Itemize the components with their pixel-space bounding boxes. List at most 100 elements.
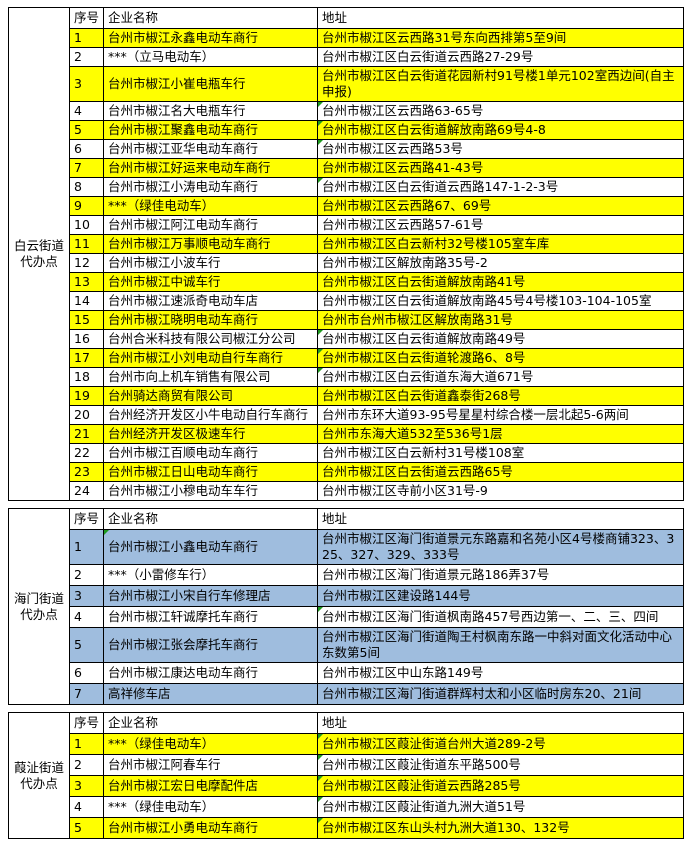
table-row: 4 ***（绿佳电动车） 台州市椒江区葭沚街道九洲大道51号: [9, 796, 684, 818]
cell-name: 台州市椒江百顺电动车商行: [103, 443, 318, 463]
cell-addr: 台州市椒江区葭沚街道东平路500号: [317, 754, 684, 776]
table-row: 1 台州市椒江永鑫电动车商行 台州市椒江区云西路31号东向西排第5至9间: [9, 28, 684, 48]
table-row: 4 台州市椒江名大电瓶车行 台州市椒江区云西路63-65号: [9, 101, 684, 121]
table-row: 9 ***（绿佳电动车） 台州市椒江区云西路67、69号: [9, 196, 684, 216]
cell-addr: 台州市东海大道532至536号1层: [317, 424, 684, 444]
col-header-name: 企业名称: [103, 508, 318, 530]
cell-addr: 台州市椒江区东山头村九洲大道130、132号: [317, 817, 684, 839]
cell-seq: 2: [69, 564, 104, 586]
cell-name: 台州市椒江阿春车行: [103, 754, 318, 776]
table-row: 2 ***（立马电动车） 台州市椒江区白云街道云西路27-29号: [9, 47, 684, 67]
cell-seq: 4: [69, 606, 104, 628]
cell-seq: 6: [69, 139, 104, 159]
section-label: 海门街道 代办点: [8, 508, 70, 705]
cell-addr: 台州市椒江区云西路63-65号: [317, 101, 684, 121]
cell-name: ***（绿佳电动车）: [103, 733, 318, 755]
cell-addr: 台州市椒江区解放南路35号-2: [317, 253, 684, 273]
cell-addr: 台州市台州市椒江区解放南路31号: [317, 310, 684, 330]
cell-name: 台州市椒江小鑫电动车商行: [103, 529, 318, 565]
cell-seq: 3: [69, 775, 104, 797]
cell-addr: 台州市椒江区白云街道解放南路45号4号楼103-104-105室: [317, 291, 684, 311]
cell-seq: 23: [69, 462, 104, 482]
table-row: 1 台州市椒江小鑫电动车商行 台州市椒江区海门街道景元东路嘉和名苑小区4号楼商铺32…: [9, 529, 684, 565]
cell-name: 台州市椒江万事顺电动车商行: [103, 234, 318, 254]
cell-name: 台州市椒江小刘电动自行车商行: [103, 348, 318, 368]
table-row: 5 台州市椒江张会摩托车商行 台州市椒江区海门街道陶王村枫南东路一中斜对面文化活动中…: [9, 627, 684, 663]
cell-seq: 5: [69, 627, 104, 663]
cell-name: 台州市椒江亚华电动车商行: [103, 139, 318, 159]
cell-addr: 台州市椒江区白云街道解放南路49号: [317, 329, 684, 349]
cell-seq: 20: [69, 405, 104, 425]
cell-addr: 台州市椒江区中山东路149号: [317, 662, 684, 684]
cell-addr: 台州市椒江区葭沚街道九洲大道51号: [317, 796, 684, 818]
cell-name: ***（绿佳电动车）: [103, 796, 318, 818]
cell-seq: 1: [69, 733, 104, 755]
cell-addr: 台州市椒江区白云街道鑫泰街268号: [317, 386, 684, 406]
cell-addr: 台州市椒江区白云街道解放南路69号4-8: [317, 120, 684, 140]
cell-name: 台州市椒江速派奇电动车店: [103, 291, 318, 311]
cell-name: 台州经济开发区极速车行: [103, 424, 318, 444]
table-row: 20 台州经济开发区小牛电动自行车商行 台州市东环大道93-95号星星村综合楼一层北…: [9, 405, 684, 425]
cell-addr: 台州市椒江区寺前小区31号-9: [317, 481, 684, 501]
table-row: 1 ***（绿佳电动车） 台州市椒江区葭沚街道台州大道289-2号: [9, 733, 684, 755]
cell-addr: 台州市椒江区葭沚街道台州大道289-2号: [317, 733, 684, 755]
table-row: 5 台州市椒江聚鑫电动车商行 台州市椒江区白云街道解放南路69号4-8: [9, 120, 684, 140]
table-row: 3 台州市椒江宏日电摩配件店 台州市椒江区葭沚街道云西路285号: [9, 775, 684, 797]
cell-seq: 6: [69, 662, 104, 684]
table-row: 24 台州市椒江小穆电动车车行 台州市椒江区寺前小区31号-9: [9, 481, 684, 501]
cell-addr: 台州市椒江区白云新村31号楼108室: [317, 443, 684, 463]
cell-seq: 19: [69, 386, 104, 406]
cell-seq: 15: [69, 310, 104, 330]
cell-addr: 台州市东环大道93-95号星星村综合楼一层北起5-6两间: [317, 405, 684, 425]
table-row: 17 台州市椒江小刘电动自行车商行 台州市椒江区白云街道轮渡路6、8号: [9, 348, 684, 368]
cell-seq: 1: [69, 28, 104, 48]
cell-addr: 台州市椒江区海门街道陶王村枫南东路一中斜对面文化活动中心东数第5间: [317, 627, 684, 663]
cell-name: 台州市椒江中诚车行: [103, 272, 318, 292]
table-row: 19 台州骑达商贸有限公司 台州市椒江区白云街道鑫泰街268号: [9, 386, 684, 406]
cell-name: 台州经济开发区小牛电动自行车商行: [103, 405, 318, 425]
table-row: 16 台州合米科技有限公司椒江分公司 台州市椒江区白云街道解放南路49号: [9, 329, 684, 349]
cell-name: 台州市椒江永鑫电动车商行: [103, 28, 318, 48]
cell-seq: 1: [69, 529, 104, 565]
cell-name: 台州市椒江小穆电动车车行: [103, 481, 318, 501]
cell-addr: 台州市椒江区云西路53号: [317, 139, 684, 159]
table-row: 18 台州市向上机车销售有限公司 台州市椒江区白云街道东海大道671号: [9, 367, 684, 387]
cell-name: ***（绿佳电动车）: [103, 196, 318, 216]
cell-name: 台州市椒江小宋自行车修理店: [103, 585, 318, 607]
cell-seq: 3: [69, 66, 104, 102]
cell-name: 台州市椒江小波车行: [103, 253, 318, 273]
cell-name: 台州市向上机车销售有限公司: [103, 367, 318, 387]
section-label: 白云街道 代办点: [8, 7, 70, 501]
cell-seq: 2: [69, 754, 104, 776]
table-row: 6 台州市椒江亚华电动车商行 台州市椒江区云西路53号: [9, 139, 684, 159]
table-row: 21 台州经济开发区极速车行 台州市东海大道532至536号1层: [9, 424, 684, 444]
cell-addr: 台州市椒江区白云新村32号楼105室车库: [317, 234, 684, 254]
cell-seq: 21: [69, 424, 104, 444]
cell-seq: 7: [69, 683, 104, 705]
table-row: 15 台州市椒江晓明电动车商行 台州市台州市椒江区解放南路31号: [9, 310, 684, 330]
cell-name: 台州市椒江宏日电摩配件店: [103, 775, 318, 797]
cell-addr: 台州市椒江区海门街道景元路186弄37号: [317, 564, 684, 586]
cell-seq: 4: [69, 796, 104, 818]
col-header-addr: 地址: [317, 508, 684, 530]
col-header-seq: 序号: [69, 508, 104, 530]
cell-name: 台州市椒江名大电瓶车行: [103, 101, 318, 121]
cell-name: 台州骑达商贸有限公司: [103, 386, 318, 406]
cell-seq: 9: [69, 196, 104, 216]
cell-seq: 22: [69, 443, 104, 463]
table-row: 6 台州市椒江康达电动车商行 台州市椒江区中山东路149号: [9, 662, 684, 684]
section-label: 葭沚街道 代办点: [8, 712, 70, 839]
cell-name: 台州市椒江好运来电动车商行: [103, 158, 318, 178]
cell-addr: 台州市椒江区云西路57-61号: [317, 215, 684, 235]
cell-seq: 8: [69, 177, 104, 197]
cell-addr: 台州市椒江区建设路144号: [317, 585, 684, 607]
cell-name: 台州市椒江日山电动车商行: [103, 462, 318, 482]
cell-name: 台州市椒江小涛电动车商行: [103, 177, 318, 197]
section-table-1: 海门街道 代办点 序号 企业名称 地址 1 台州市椒江小鑫电动车商行 台州市椒江区海门街道景元…: [8, 508, 684, 705]
table-row: 8 台州市椒江小涛电动车商行 台州市椒江区白云街道云西路147-1-2-3号: [9, 177, 684, 197]
cell-addr: 台州市椒江区白云街道东海大道671号: [317, 367, 684, 387]
cell-name: 台州市椒江小崔电瓶车行: [103, 66, 318, 102]
cell-addr: 台州市椒江区白云街道云西路147-1-2-3号: [317, 177, 684, 197]
col-header-name: 企业名称: [103, 7, 318, 29]
